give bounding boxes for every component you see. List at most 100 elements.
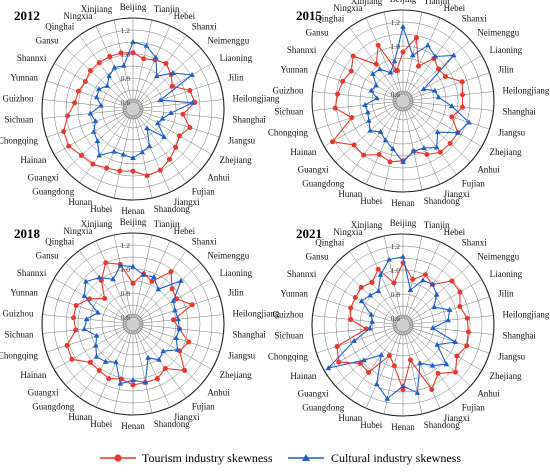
category-label: Hubei xyxy=(90,419,112,429)
radial-tick-label: 0.8 xyxy=(121,289,131,298)
cultural-point xyxy=(409,52,416,58)
tourism-point xyxy=(149,278,155,284)
category-label: Zhejiang xyxy=(490,147,522,157)
tourism-point xyxy=(358,284,364,290)
category-label: Heilongjiang xyxy=(502,309,549,319)
cultural-point xyxy=(83,316,90,322)
category-label: Gansu xyxy=(36,36,59,46)
spoke xyxy=(312,315,397,325)
tourism-point xyxy=(459,92,465,98)
tourism-point xyxy=(361,152,367,158)
spoke xyxy=(383,331,402,415)
cultural-point xyxy=(189,71,195,77)
cultural-point xyxy=(448,103,455,109)
spoke xyxy=(316,296,397,324)
category-label: Guangdong xyxy=(32,402,74,412)
spoke xyxy=(79,114,130,183)
tourism-point xyxy=(375,42,381,48)
category-label: Xinjiang xyxy=(351,220,383,230)
cultural-point xyxy=(391,58,398,64)
cultural-point xyxy=(368,87,375,93)
category-label: Sichuan xyxy=(275,107,304,117)
cultural-point xyxy=(153,54,159,60)
tourism-point xyxy=(87,68,93,74)
spoke xyxy=(404,331,423,415)
category-label: Hebei xyxy=(174,11,196,21)
cultural-point xyxy=(170,297,177,303)
spoke xyxy=(335,329,398,387)
category-label: Jiangsu xyxy=(498,128,526,138)
category-label: Ningxia xyxy=(333,3,362,13)
category-label: Shandong xyxy=(154,419,191,429)
category-label: Liaoning xyxy=(490,45,523,55)
category-label: Gansu xyxy=(36,251,59,261)
spoke xyxy=(135,330,171,408)
category-label: Fujian xyxy=(462,403,486,413)
cultural-point xyxy=(92,342,99,348)
category-label: Jiangsu xyxy=(228,351,256,361)
radial-tick-label: 0.6 xyxy=(121,98,131,107)
cultural-point xyxy=(154,73,160,79)
tourism-point xyxy=(182,367,188,373)
category-label: Jilin xyxy=(498,64,514,74)
radar-panel-2012: 2012 0.6 0.8 1.0 1.2 Beijing TianjinHebeiShanx… xyxy=(0,2,280,216)
spoke xyxy=(42,99,127,109)
panel-title: 2021 xyxy=(296,226,322,241)
spoke xyxy=(113,19,132,103)
category-label: Guizhou xyxy=(3,93,34,103)
category-label: Anhui xyxy=(477,388,500,398)
cultural-point xyxy=(87,110,94,116)
category-label: Zhejiang xyxy=(220,155,252,165)
radial-tick-label: 1.2 xyxy=(391,242,401,251)
tourism-point xyxy=(336,359,342,365)
cultural-point xyxy=(168,109,174,115)
cultural-point xyxy=(81,326,88,332)
tourism-point xyxy=(141,56,147,62)
tourism-point xyxy=(352,295,358,300)
cultural-point xyxy=(81,292,88,298)
tourism-point xyxy=(66,143,72,149)
tourism-point xyxy=(375,266,381,272)
category-label: Tianjin xyxy=(424,220,450,230)
tourism-point xyxy=(104,165,110,171)
tourism-point xyxy=(447,140,453,146)
category-label: Qinghai xyxy=(45,236,74,246)
spoke xyxy=(406,106,457,175)
category-label: Beijing xyxy=(390,0,417,4)
spoke xyxy=(139,80,220,108)
tourism-point xyxy=(177,133,183,139)
spoke xyxy=(113,330,132,414)
tourism-point xyxy=(465,329,471,335)
category-label: Hainan xyxy=(290,147,316,157)
category-label: Anhui xyxy=(207,387,230,397)
legend-tourism-label: Tourism industry skewness xyxy=(142,451,273,465)
category-label: Ningxia xyxy=(63,226,92,236)
cultural-point xyxy=(120,151,127,157)
radial-tick-label: 0.8 xyxy=(391,290,401,299)
category-label: Shanghai xyxy=(502,331,536,341)
radar-panel-2021: 2021 0.6 0.8 1.0 1.2 Beijing TianjinHebeiShanx… xyxy=(268,218,550,432)
category-label: Jiangxi xyxy=(444,413,470,423)
spoke xyxy=(136,35,187,104)
cultural-point xyxy=(130,263,136,269)
cultural-point xyxy=(104,82,111,88)
spoke xyxy=(316,326,397,354)
tourism-point xyxy=(187,88,193,94)
category-label: Yunnan xyxy=(280,64,308,74)
tourism-point xyxy=(96,367,102,373)
tourism-point xyxy=(442,74,448,79)
category-label: Hubei xyxy=(360,196,382,206)
spoke xyxy=(406,27,457,96)
spoke xyxy=(316,102,397,130)
spoke xyxy=(312,101,397,111)
tourism-point xyxy=(459,79,465,85)
panel-title: 2015 xyxy=(296,8,323,23)
category-label: Jilin xyxy=(228,287,244,297)
spoke xyxy=(138,328,201,386)
spoke xyxy=(95,115,131,193)
tourism-point xyxy=(454,353,460,359)
tourism-point xyxy=(167,156,173,162)
spoke xyxy=(409,315,494,325)
spoke xyxy=(139,99,224,109)
cultural-point xyxy=(365,109,371,115)
